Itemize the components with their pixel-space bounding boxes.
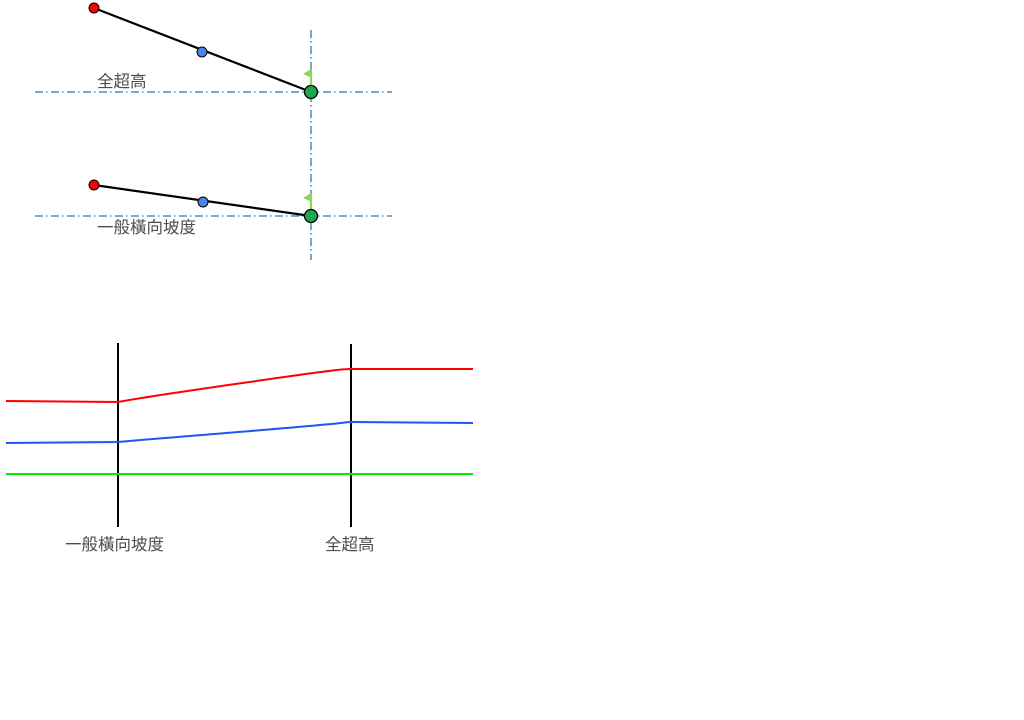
svg-text:一般橫向坡度: 一般橫向坡度 <box>65 535 164 554</box>
svg-text:全超高: 全超高 <box>325 535 375 554</box>
svg-text:全超高: 全超高 <box>97 72 147 91</box>
svg-text:一般橫向坡度: 一般橫向坡度 <box>97 218 196 237</box>
